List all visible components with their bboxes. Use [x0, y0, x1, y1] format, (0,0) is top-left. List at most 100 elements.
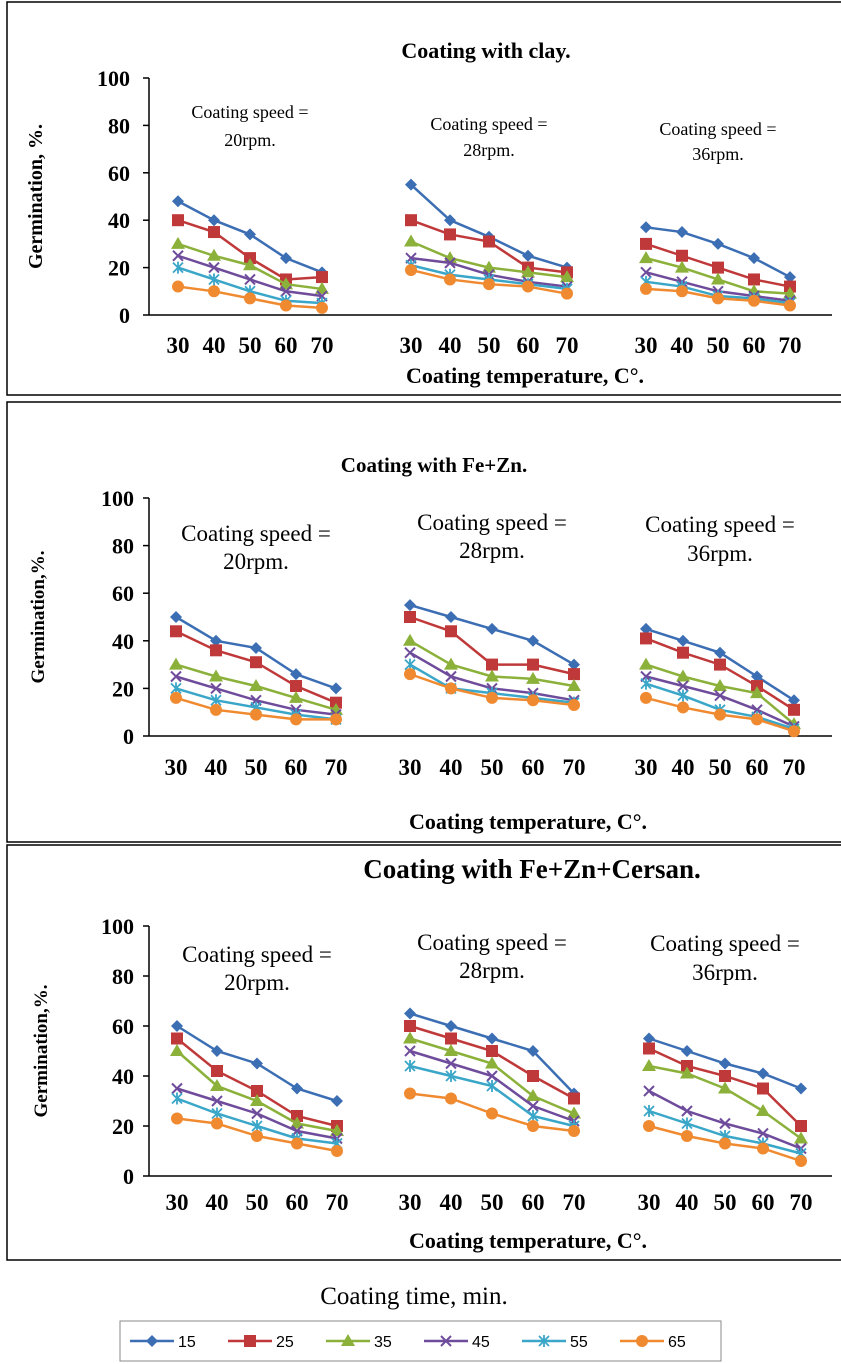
- data-point: [251, 1107, 263, 1120]
- data-point: [404, 1087, 416, 1100]
- data-point: [172, 280, 184, 293]
- legend-marker: [341, 1334, 355, 1346]
- data-point: [330, 696, 342, 709]
- x-tick-label: 50: [707, 333, 730, 358]
- data-point: [567, 679, 581, 692]
- speed-group: Coating speed = 36rpm. 30 40 50 60 70: [635, 512, 806, 780]
- data-point: [244, 292, 256, 305]
- data-point: [748, 273, 760, 286]
- x-tick-label: 70: [790, 1190, 813, 1215]
- coating-speed-label: 28rpm.: [463, 140, 515, 160]
- data-point: [522, 280, 534, 293]
- data-point: [794, 1131, 808, 1144]
- coating-speed-label: Coating speed =: [417, 510, 567, 535]
- y-tick-label: 40: [112, 629, 134, 654]
- coating-speed-label: 36rpm.: [692, 960, 758, 985]
- data-point: [676, 669, 690, 682]
- data-point: [486, 1045, 498, 1057]
- x-tick-label: 40: [672, 755, 695, 780]
- legend-entry: 25: [228, 1334, 294, 1351]
- speed-group: Coating speed = 36rpm. 30 40 50 60 70: [638, 931, 813, 1215]
- data-point: [170, 691, 182, 704]
- speed-group: Coating speed = 28rpm. 30 40 50 60 70: [400, 114, 579, 358]
- data-point: [561, 287, 573, 300]
- data-point: [757, 1067, 769, 1080]
- data-point: [210, 703, 222, 716]
- data-point: [170, 1044, 184, 1056]
- speed-group: Coating speed = 20rpm. 30 40 50 60 70: [166, 942, 349, 1215]
- coating-time-caption: Coating time, min.: [320, 1283, 508, 1310]
- coating-speed-label: 20rpm.: [224, 970, 290, 995]
- x-tick-label: 50: [478, 333, 501, 358]
- y-tick-label: 0: [123, 724, 134, 749]
- x-axis-label: Coating temperature, C°.: [406, 363, 644, 388]
- legend-marker: [636, 1335, 648, 1347]
- x-tick-label: 60: [522, 1190, 545, 1215]
- data-point: [784, 280, 796, 293]
- speed-group: Coating speed = 28rpm. 30 40 50 60 70: [399, 930, 586, 1215]
- data-point: [171, 1112, 183, 1125]
- data-point: [486, 1107, 498, 1120]
- figure-footer: Coating time, min. 15 25 35 45 55 65: [119, 1283, 722, 1362]
- data-point: [405, 263, 417, 276]
- data-point: [750, 686, 764, 699]
- data-point: [331, 1145, 343, 1157]
- x-tick-label: 50: [481, 1190, 504, 1215]
- data-point: [643, 1105, 655, 1117]
- x-tick-label: 30: [166, 1190, 189, 1215]
- data-point: [784, 271, 796, 284]
- legend-label: 45: [472, 1334, 490, 1351]
- data-point: [250, 641, 262, 654]
- data-point: [527, 1045, 539, 1057]
- data-point: [527, 634, 539, 647]
- data-point: [290, 668, 302, 681]
- data-point: [675, 260, 689, 273]
- legend-entry: 65: [620, 1334, 686, 1351]
- data-point: [527, 1120, 539, 1132]
- data-point: [640, 691, 652, 704]
- data-point: [788, 703, 800, 716]
- y-tick-label: 80: [112, 534, 134, 559]
- x-tick-label: 30: [400, 333, 423, 358]
- data-point: [171, 1092, 183, 1105]
- x-tick-label: 50: [481, 755, 504, 780]
- chart-panels: Coating with clay. 0 20 40 60 80 100 Germinatio…: [6, 1, 841, 1261]
- data-point: [172, 214, 184, 227]
- data-point: [172, 250, 184, 262]
- data-point: [403, 633, 417, 646]
- x-tick-label: 70: [326, 1190, 349, 1215]
- data-point: [676, 285, 688, 298]
- data-point: [445, 670, 457, 683]
- data-point: [639, 657, 653, 670]
- data-point: [751, 713, 763, 726]
- data-point: [643, 1085, 655, 1097]
- data-point: [290, 1116, 304, 1129]
- data-point: [170, 611, 182, 623]
- data-point: [748, 252, 760, 265]
- x-tick-label: 40: [206, 1190, 229, 1215]
- data-point: [404, 611, 416, 623]
- x-tick-label: 70: [311, 333, 334, 358]
- data-point: [568, 1125, 580, 1137]
- coating-speed-label: Coating speed =: [430, 114, 547, 134]
- data-point: [527, 1070, 539, 1082]
- data-point: [757, 1127, 769, 1140]
- x-tick-label: 60: [275, 333, 298, 358]
- data-point: [482, 260, 496, 273]
- legend-marker: [440, 1335, 452, 1347]
- speed-group: Coating speed = 20rpm. 30 40 50 60 70: [167, 102, 334, 358]
- data-point: [681, 1045, 693, 1057]
- chart-title: Coating with clay.: [401, 38, 570, 63]
- coating-speed-label: Coating speed =: [191, 102, 308, 122]
- data-point: [485, 1056, 499, 1069]
- data-point: [483, 235, 495, 248]
- data-point: [291, 1137, 303, 1150]
- coating-speed-label: Coating speed =: [645, 512, 795, 537]
- x-tick-label: 40: [439, 333, 462, 358]
- x-tick-label: 40: [440, 1190, 463, 1215]
- data-point: [640, 282, 652, 295]
- data-point: [757, 1082, 769, 1095]
- data-point: [677, 634, 689, 647]
- x-axis-label: Coating temperature, C°.: [409, 1228, 647, 1253]
- y-tick-label: 20: [112, 676, 134, 701]
